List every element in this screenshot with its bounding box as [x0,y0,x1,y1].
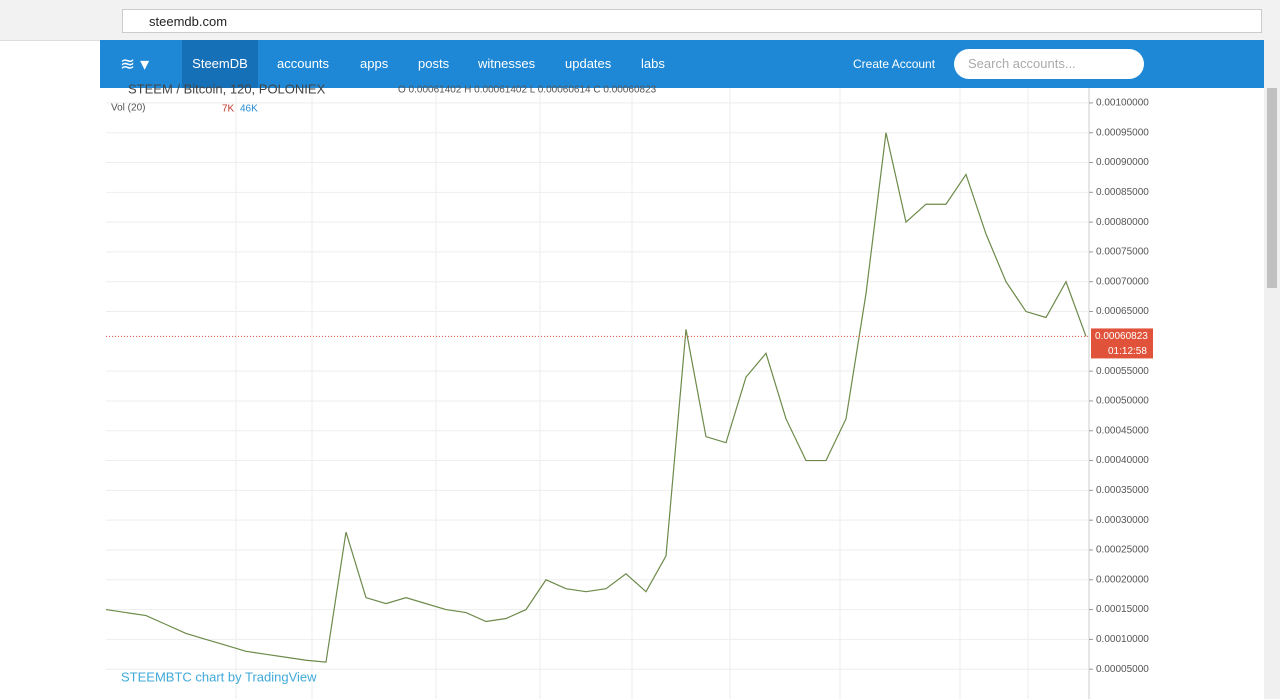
y-tick-label: 0.00100000 [1096,98,1149,109]
scroll-thumb[interactable] [1267,88,1277,288]
y-tick-label: 0.00095000 [1096,127,1149,138]
y-tick-label: 0.00045000 [1096,425,1149,436]
browser-bar: steemdb.com [0,0,1280,41]
y-tick-label: 0.00035000 [1096,485,1149,496]
nav-brand[interactable]: SteemDB [182,40,258,88]
logo[interactable]: ≋ ▾ [120,54,150,74]
countdown: 01:12:58 [1108,346,1147,357]
y-tick-label: 0.00005000 [1096,664,1149,675]
y-tick-label: 0.00010000 [1096,634,1149,645]
y-tick-label: 0.00025000 [1096,545,1149,556]
ohlc: O 0.00061402 H 0.00061402 L 0.00060614 C… [398,85,657,96]
y-tick-label: 0.00090000 [1096,157,1149,168]
watermark: STEEMBTC chart by TradingView [121,669,317,684]
nav-link[interactable]: updates [565,56,612,71]
y-tick-label: 0.00030000 [1096,515,1149,526]
last-price-label: 0.00060823 [1095,331,1148,342]
volume-b: 46K [240,104,258,115]
y-tick-label: 0.00075000 [1096,247,1149,258]
volume-title: Vol (20) [111,103,145,114]
y-tick-label: 0.00085000 [1096,187,1149,198]
nav-bar: ≋ ▾ SteemDB accounts apps posts witnesse… [100,40,1264,88]
nav-link[interactable]: accounts [277,56,330,71]
y-tick-label: 0.00080000 [1096,217,1149,228]
chart-bg [100,88,1264,699]
y-tick-label: 0.00040000 [1096,455,1149,466]
y-tick-label: 0.00020000 [1096,574,1149,585]
y-tick-label: 0.00070000 [1096,276,1149,287]
search-input[interactable]: Search accounts... [954,49,1144,79]
y-tick-label: 0.00015000 [1096,604,1149,615]
y-tick-label: 0.00065000 [1096,306,1149,317]
y-tick-label: 0.00050000 [1096,396,1149,407]
chart-title: STEEM / Bitcoin, 120, POLONIEX [128,81,326,96]
last-price-box [1091,328,1153,359]
nav-link[interactable]: posts [418,56,450,71]
create-account[interactable]: Create Account [853,57,936,71]
scrollbar[interactable] [1264,40,1280,699]
nav-link[interactable]: labs [641,56,665,71]
volume-a: 7K [222,104,235,115]
price-line [105,132,1087,663]
y-tick-label: 0.00055000 [1096,366,1149,377]
address-bar[interactable]: steemdb.com [122,9,1262,33]
nav-link[interactable]: witnesses [478,56,536,71]
nav-link[interactable]: apps [360,56,389,71]
